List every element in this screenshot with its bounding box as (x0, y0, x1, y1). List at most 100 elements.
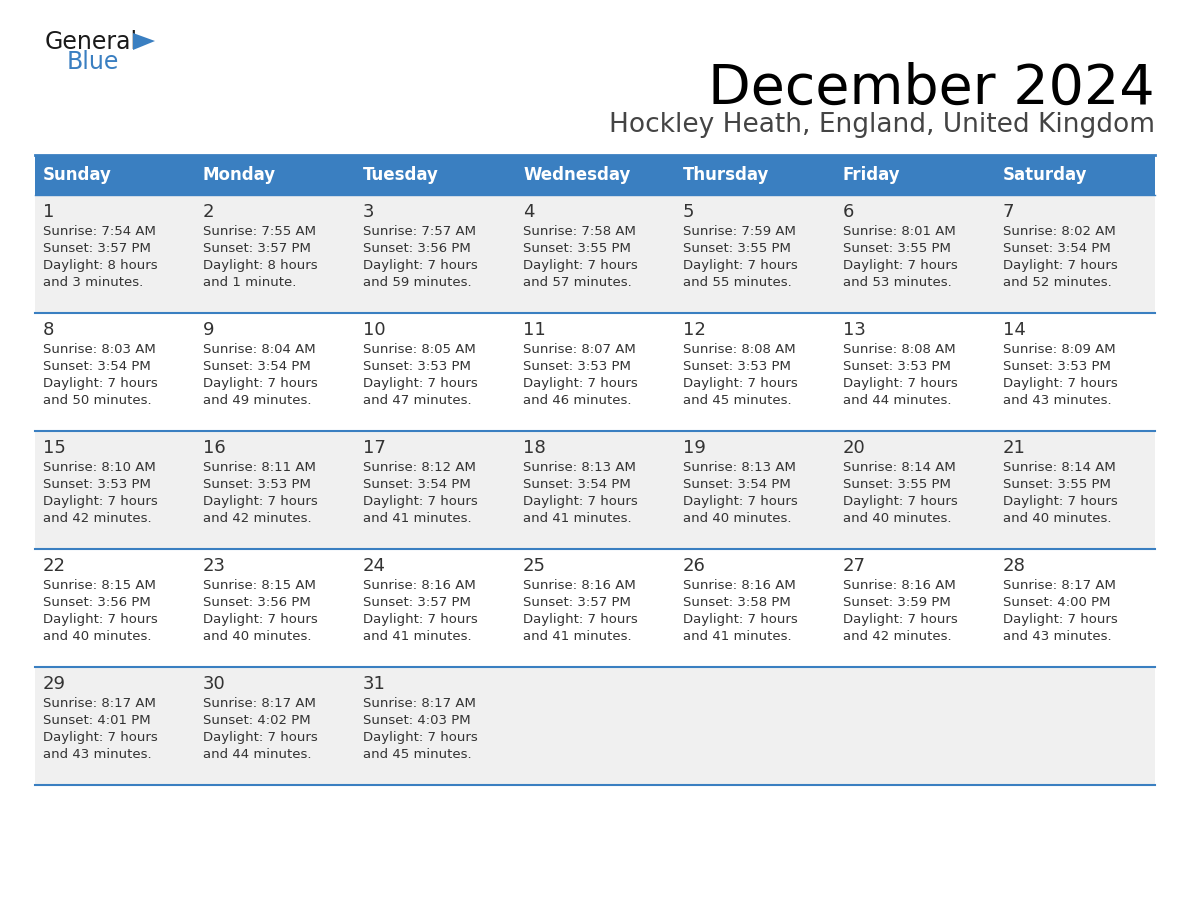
Text: Sunrise: 8:03 AM: Sunrise: 8:03 AM (43, 343, 156, 356)
Text: 8: 8 (43, 321, 55, 339)
Text: and 45 minutes.: and 45 minutes. (364, 748, 472, 761)
Text: Daylight: 7 hours: Daylight: 7 hours (203, 731, 317, 744)
Bar (516, 155, 675, 195)
Text: Sunrise: 8:13 AM: Sunrise: 8:13 AM (523, 461, 636, 474)
Text: Sunset: 3:54 PM: Sunset: 3:54 PM (203, 360, 311, 373)
Bar (675, 155, 835, 195)
Text: and 1 minute.: and 1 minute. (203, 276, 296, 289)
Text: Daylight: 7 hours: Daylight: 7 hours (1003, 259, 1118, 272)
Text: 24: 24 (364, 557, 386, 575)
Text: Sunrise: 7:59 AM: Sunrise: 7:59 AM (683, 225, 796, 238)
Text: 12: 12 (683, 321, 706, 339)
Text: 19: 19 (683, 439, 706, 457)
Text: Daylight: 7 hours: Daylight: 7 hours (364, 259, 478, 272)
Text: Daylight: 7 hours: Daylight: 7 hours (43, 613, 158, 626)
Bar (34, 155, 195, 195)
Text: Sunset: 3:53 PM: Sunset: 3:53 PM (843, 360, 950, 373)
Text: Sunset: 3:54 PM: Sunset: 3:54 PM (43, 360, 151, 373)
Text: Wednesday: Wednesday (523, 166, 631, 184)
Text: Sunrise: 8:17 AM: Sunrise: 8:17 AM (43, 697, 156, 710)
Text: Blue: Blue (67, 50, 119, 74)
Text: Sunrise: 7:54 AM: Sunrise: 7:54 AM (43, 225, 156, 238)
Text: Daylight: 7 hours: Daylight: 7 hours (523, 259, 638, 272)
Text: Daylight: 7 hours: Daylight: 7 hours (843, 495, 958, 508)
Text: Daylight: 7 hours: Daylight: 7 hours (523, 495, 638, 508)
Text: 2: 2 (203, 203, 215, 221)
Text: Sunrise: 7:57 AM: Sunrise: 7:57 AM (364, 225, 476, 238)
Text: Sunrise: 7:58 AM: Sunrise: 7:58 AM (523, 225, 636, 238)
Text: Daylight: 8 hours: Daylight: 8 hours (203, 259, 317, 272)
Text: 29: 29 (43, 675, 67, 693)
Text: Daylight: 7 hours: Daylight: 7 hours (843, 259, 958, 272)
Text: and 53 minutes.: and 53 minutes. (843, 276, 952, 289)
Bar (34, 431, 1155, 549)
Text: and 52 minutes.: and 52 minutes. (1003, 276, 1112, 289)
Text: Daylight: 7 hours: Daylight: 7 hours (43, 495, 158, 508)
Text: Daylight: 7 hours: Daylight: 7 hours (683, 377, 798, 390)
Text: Daylight: 7 hours: Daylight: 7 hours (364, 613, 478, 626)
Text: and 41 minutes.: and 41 minutes. (523, 630, 632, 643)
Text: and 3 minutes.: and 3 minutes. (43, 276, 144, 289)
Text: 26: 26 (683, 557, 706, 575)
Text: December 2024: December 2024 (708, 62, 1155, 116)
Text: 30: 30 (203, 675, 226, 693)
Text: 18: 18 (523, 439, 545, 457)
Text: Daylight: 7 hours: Daylight: 7 hours (203, 613, 317, 626)
Text: 9: 9 (203, 321, 215, 339)
Text: Sunset: 3:57 PM: Sunset: 3:57 PM (364, 596, 470, 609)
Text: and 40 minutes.: and 40 minutes. (843, 512, 952, 525)
Text: 21: 21 (1003, 439, 1026, 457)
Text: and 43 minutes.: and 43 minutes. (1003, 394, 1112, 407)
Text: Daylight: 7 hours: Daylight: 7 hours (364, 377, 478, 390)
Text: Sunrise: 8:16 AM: Sunrise: 8:16 AM (523, 579, 636, 592)
Text: Sunset: 3:56 PM: Sunset: 3:56 PM (43, 596, 151, 609)
Text: Sunrise: 8:04 AM: Sunrise: 8:04 AM (203, 343, 316, 356)
Text: Tuesday: Tuesday (364, 166, 438, 184)
Text: Sunrise: 8:12 AM: Sunrise: 8:12 AM (364, 461, 476, 474)
Text: and 44 minutes.: and 44 minutes. (203, 748, 311, 761)
Text: Sunrise: 8:17 AM: Sunrise: 8:17 AM (364, 697, 476, 710)
Text: Sunrise: 8:17 AM: Sunrise: 8:17 AM (203, 697, 316, 710)
Text: Daylight: 7 hours: Daylight: 7 hours (43, 377, 158, 390)
Text: 1: 1 (43, 203, 55, 221)
Text: and 42 minutes.: and 42 minutes. (203, 512, 311, 525)
Text: Sunset: 3:57 PM: Sunset: 3:57 PM (203, 242, 311, 255)
Text: and 43 minutes.: and 43 minutes. (1003, 630, 1112, 643)
Text: and 57 minutes.: and 57 minutes. (523, 276, 632, 289)
Text: and 41 minutes.: and 41 minutes. (523, 512, 632, 525)
Text: 7: 7 (1003, 203, 1015, 221)
Text: Sunset: 3:53 PM: Sunset: 3:53 PM (523, 360, 631, 373)
Text: Sunset: 3:54 PM: Sunset: 3:54 PM (1003, 242, 1111, 255)
Text: 20: 20 (843, 439, 866, 457)
Text: 5: 5 (683, 203, 695, 221)
Text: Daylight: 7 hours: Daylight: 7 hours (843, 377, 958, 390)
Text: Sunset: 4:01 PM: Sunset: 4:01 PM (43, 714, 151, 727)
Text: Daylight: 7 hours: Daylight: 7 hours (1003, 613, 1118, 626)
Text: Saturday: Saturday (1003, 166, 1087, 184)
Text: Daylight: 7 hours: Daylight: 7 hours (683, 613, 798, 626)
Text: Sunset: 3:55 PM: Sunset: 3:55 PM (843, 242, 950, 255)
Text: and 42 minutes.: and 42 minutes. (43, 512, 152, 525)
Text: Thursday: Thursday (683, 166, 770, 184)
Text: Sunset: 3:55 PM: Sunset: 3:55 PM (1003, 478, 1111, 491)
Text: Sunset: 3:55 PM: Sunset: 3:55 PM (683, 242, 791, 255)
Bar (34, 195, 1155, 313)
Text: Sunday: Sunday (43, 166, 112, 184)
Text: Daylight: 7 hours: Daylight: 7 hours (1003, 377, 1118, 390)
Text: Sunrise: 8:15 AM: Sunrise: 8:15 AM (43, 579, 156, 592)
Text: Sunrise: 8:16 AM: Sunrise: 8:16 AM (364, 579, 475, 592)
Text: Sunset: 3:55 PM: Sunset: 3:55 PM (523, 242, 631, 255)
Text: Sunrise: 8:01 AM: Sunrise: 8:01 AM (843, 225, 956, 238)
Text: Sunset: 4:03 PM: Sunset: 4:03 PM (364, 714, 470, 727)
Text: Sunrise: 8:08 AM: Sunrise: 8:08 AM (843, 343, 955, 356)
Text: Sunset: 3:54 PM: Sunset: 3:54 PM (683, 478, 791, 491)
Text: Sunrise: 8:09 AM: Sunrise: 8:09 AM (1003, 343, 1116, 356)
Text: Daylight: 8 hours: Daylight: 8 hours (43, 259, 158, 272)
Text: Sunset: 3:56 PM: Sunset: 3:56 PM (364, 242, 470, 255)
Text: Sunrise: 8:15 AM: Sunrise: 8:15 AM (203, 579, 316, 592)
Text: Daylight: 7 hours: Daylight: 7 hours (364, 495, 478, 508)
Text: Sunset: 3:53 PM: Sunset: 3:53 PM (364, 360, 470, 373)
Text: 17: 17 (364, 439, 386, 457)
Text: and 41 minutes.: and 41 minutes. (683, 630, 791, 643)
Text: Sunrise: 8:11 AM: Sunrise: 8:11 AM (203, 461, 316, 474)
